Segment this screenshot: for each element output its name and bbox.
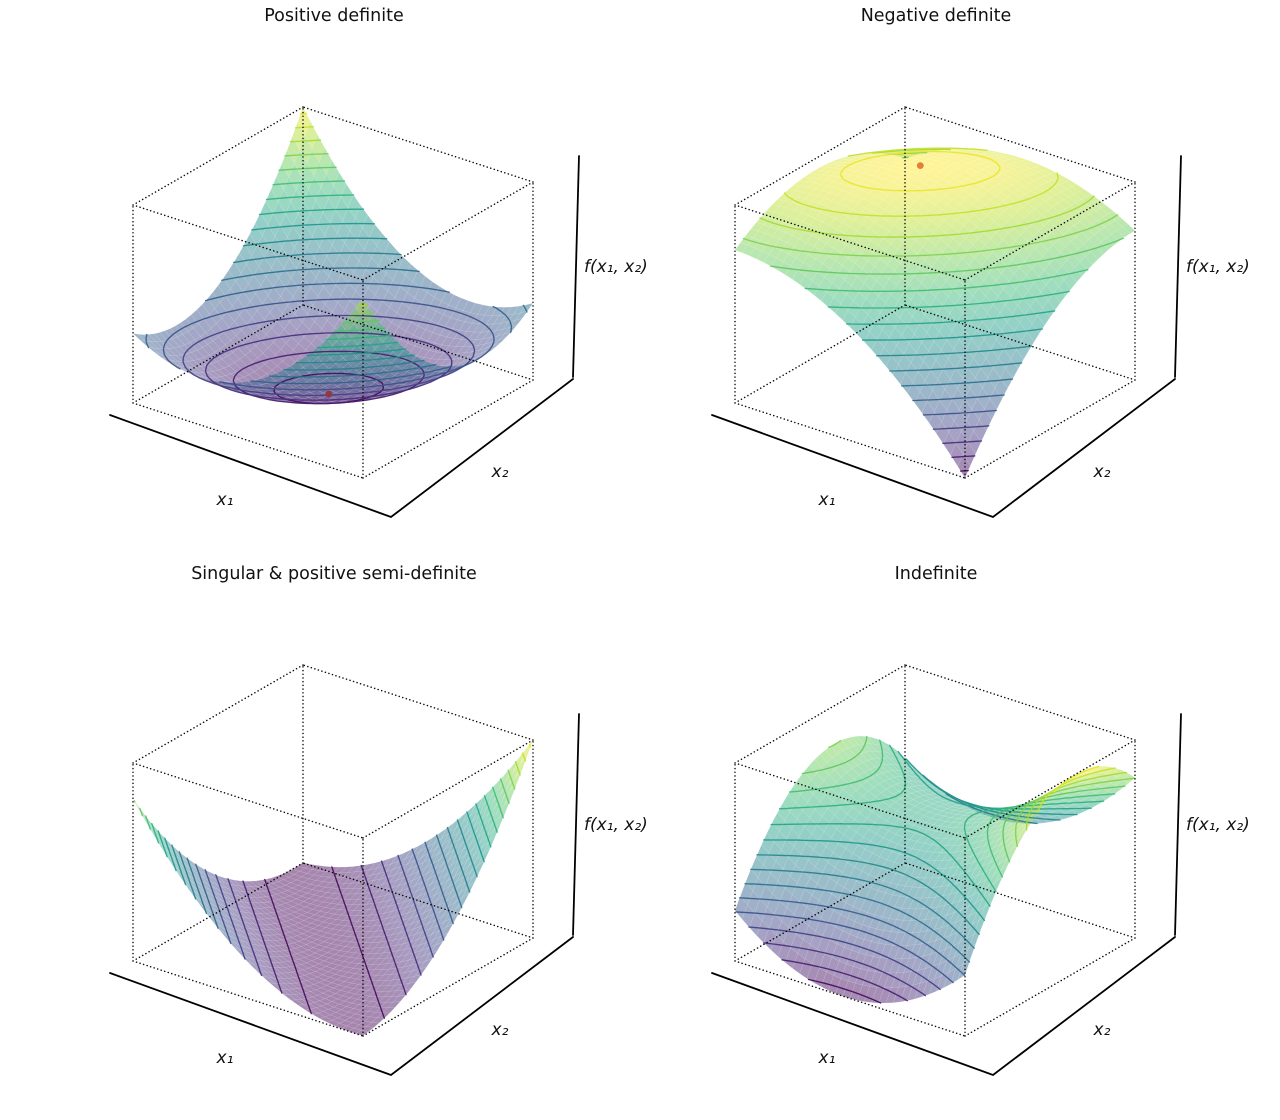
- axis-labels: x₁ x₂ f(x₁, x₂): [818, 257, 1250, 510]
- panel-positive-definite: Positive definite x₁ x₂ f(x₁, x₂): [0, 0, 648, 560]
- x1-axis-label: x₁: [216, 490, 234, 510]
- f-axis-label: f(x₁, x₂): [584, 257, 648, 277]
- surface-mesh: [734, 147, 1136, 479]
- panel-title: Positive definite: [264, 6, 404, 26]
- panel-negative-definite: Negative definite x₁ x₂ f(x₁, x₂): [602, 0, 1250, 560]
- f-axis-label: f(x₁, x₂): [1186, 257, 1250, 277]
- surface-plot-negative-definite: x₁ x₂ f(x₁, x₂): [711, 106, 1250, 519]
- critical-point-marker: [325, 390, 333, 398]
- f-axis-label: f(x₁, x₂): [1186, 815, 1250, 835]
- critical-point-marker: [916, 162, 924, 170]
- panel-indefinite: Indefinite x₁ x₂ f(x₁, x₂): [602, 558, 1250, 1118]
- panel-title: Negative definite: [860, 6, 1012, 26]
- f-axis-label: f(x₁, x₂): [584, 815, 648, 835]
- panel-title: Indefinite: [894, 564, 978, 584]
- surface-plot-indefinite: x₁ x₂ f(x₁, x₂): [711, 664, 1250, 1077]
- x2-axis-label: x₂: [1093, 462, 1111, 482]
- axis-lines: [711, 713, 1182, 1077]
- x2-axis-label: x₂: [491, 1020, 509, 1040]
- axis-labels: x₁ x₂ f(x₁, x₂): [216, 815, 648, 1068]
- axis-lines: [711, 155, 1182, 519]
- surface-mesh: [132, 106, 534, 405]
- x1-axis-label: x₁: [818, 1048, 836, 1068]
- contour-lines: [742, 147, 1124, 472]
- panel-title: Singular & positive semi-definite: [191, 564, 477, 584]
- x2-axis-label: x₂: [1093, 1020, 1111, 1040]
- surface-plot-positive-definite: x₁ x₂ f(x₁, x₂): [109, 106, 648, 519]
- x1-axis-label: x₁: [216, 1048, 234, 1068]
- axis-lines: [109, 155, 580, 519]
- axis-labels: x₁ x₂ f(x₁, x₂): [818, 815, 1250, 1068]
- panel-singular-psd: Singular & positive semi-definite x₁ x₂ f(…: [0, 558, 648, 1118]
- x1-axis-label: x₁: [818, 490, 836, 510]
- surface-mesh: [132, 739, 534, 1036]
- x2-axis-label: x₂: [491, 462, 509, 482]
- axis-labels: x₁ x₂ f(x₁, x₂): [216, 257, 648, 510]
- contour-lines: [735, 735, 1136, 1004]
- axis-lines: [109, 713, 580, 1077]
- surface-plot-singular-psd: x₁ x₂ f(x₁, x₂): [109, 664, 648, 1077]
- contour-lines: [133, 743, 532, 1019]
- contour-lines: [145, 112, 528, 405]
